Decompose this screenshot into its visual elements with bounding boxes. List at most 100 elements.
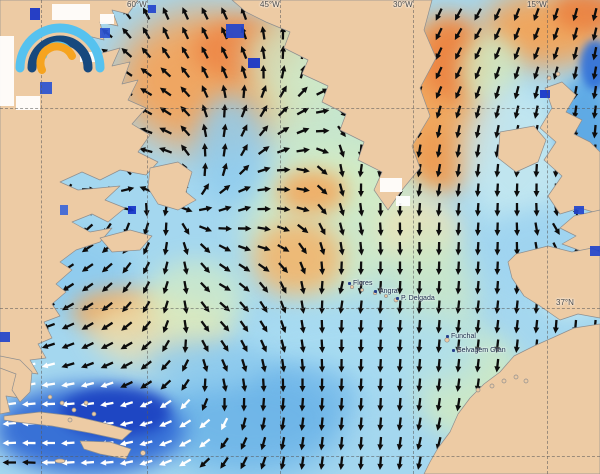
iberia-landmass: [507, 245, 600, 321]
direction-arrow: [318, 300, 325, 314]
direction-arrow: [81, 263, 94, 272]
direction-arrow: [435, 202, 442, 217]
direction-arrow: [572, 7, 579, 22]
direction-arrow: [61, 440, 75, 447]
direction-arrow: [474, 202, 481, 217]
direction-arrow: [396, 339, 403, 353]
direction-arrow: [159, 87, 172, 97]
madeira-island: [444, 337, 450, 343]
direction-arrow: [299, 261, 306, 275]
direction-arrow: [533, 183, 540, 197]
direction-arrow: [299, 280, 306, 295]
direction-arrow: [455, 280, 462, 295]
direction-arrow: [494, 124, 501, 139]
direction-arrow: [474, 261, 481, 275]
direction-arrow: [338, 319, 345, 334]
direction-arrow: [41, 440, 56, 447]
direction-arrow: [122, 262, 132, 274]
direction-arrow: [221, 84, 228, 99]
direction-arrow: [276, 166, 291, 173]
direction-arrow: [416, 280, 423, 295]
direction-arrow: [357, 378, 364, 392]
direction-arrow: [435, 261, 442, 275]
direction-arrow: [277, 106, 289, 117]
direction-arrow: [435, 86, 443, 99]
direction-arrow: [494, 202, 501, 217]
direction-arrow: [201, 7, 209, 20]
direction-arrow: [358, 202, 365, 217]
direction-arrow: [513, 27, 521, 41]
direction-arrow: [591, 27, 598, 41]
direction-arrow: [455, 241, 462, 256]
direction-arrow: [435, 66, 443, 80]
direction-arrow: [179, 419, 192, 428]
direction-arrow: [455, 397, 462, 412]
direction-arrow: [377, 241, 384, 256]
direction-arrow: [257, 263, 270, 272]
direction-arrow: [61, 342, 75, 349]
direction-arrow: [221, 359, 228, 372]
direction-arrow: [474, 300, 481, 314]
direction-arrow: [221, 378, 228, 392]
direction-arrow: [61, 381, 75, 388]
direction-arrow: [180, 66, 191, 78]
direction-arrow: [162, 241, 169, 256]
direction-arrow: [80, 361, 95, 369]
direction-arrow: [455, 202, 462, 217]
direction-arrow: [259, 339, 267, 353]
direction-arrow: [338, 417, 345, 431]
direction-arrow: [299, 358, 306, 373]
direction-arrow: [101, 282, 113, 292]
direction-arrow: [533, 319, 540, 334]
direction-arrow: [162, 7, 170, 20]
direction-arrow: [319, 319, 326, 334]
direction-arrow: [455, 144, 462, 158]
direction-arrow: [513, 46, 521, 61]
direction-arrow: [377, 417, 384, 431]
direction-arrow: [260, 378, 267, 392]
direction-arrow: [474, 339, 481, 353]
direction-arrow: [22, 459, 36, 466]
direction-arrow: [241, 378, 248, 392]
direction-arrow: [240, 104, 248, 118]
direction-arrow: [240, 144, 248, 157]
direction-arrow: [416, 436, 423, 451]
direction-arrow: [180, 398, 191, 410]
direction-arrow: [474, 163, 481, 178]
direction-arrow: [120, 341, 133, 350]
direction-arrow: [315, 127, 330, 134]
direction-arrow: [160, 379, 172, 390]
direction-arrow: [280, 45, 287, 60]
direction-arrow: [377, 261, 384, 275]
direction-arrow: [494, 66, 501, 80]
direction-arrow: [218, 263, 231, 272]
direction-arrow: [435, 47, 443, 60]
direction-arrow: [377, 456, 384, 470]
direction-arrow: [591, 85, 598, 100]
direction-arrow: [551, 222, 560, 235]
direction-arrow: [455, 47, 463, 60]
direction-arrow: [258, 125, 269, 137]
direction-arrow: [257, 205, 271, 212]
direction-arrow: [474, 124, 481, 139]
direction-arrow: [396, 280, 403, 295]
direction-arrow: [318, 456, 325, 470]
direction-arrow: [180, 125, 191, 137]
direction-arrow: [397, 261, 404, 275]
direction-arrow: [182, 280, 189, 295]
direction-arrow: [199, 438, 211, 448]
newfoundland-island: [147, 161, 197, 211]
direction-arrow: [259, 320, 268, 333]
direction-arrow: [178, 439, 192, 447]
direction-arrow: [220, 456, 229, 469]
direction-arrow: [260, 45, 267, 60]
direction-arrow: [474, 222, 481, 236]
direction-arrow: [296, 127, 310, 135]
direction-arrow: [200, 183, 210, 196]
direction-arrow: [435, 358, 442, 373]
direction-arrow: [297, 223, 309, 234]
florida-peninsula: [0, 355, 33, 403]
direction-arrow: [182, 319, 189, 334]
nova-scotia-peninsula: [99, 229, 153, 253]
